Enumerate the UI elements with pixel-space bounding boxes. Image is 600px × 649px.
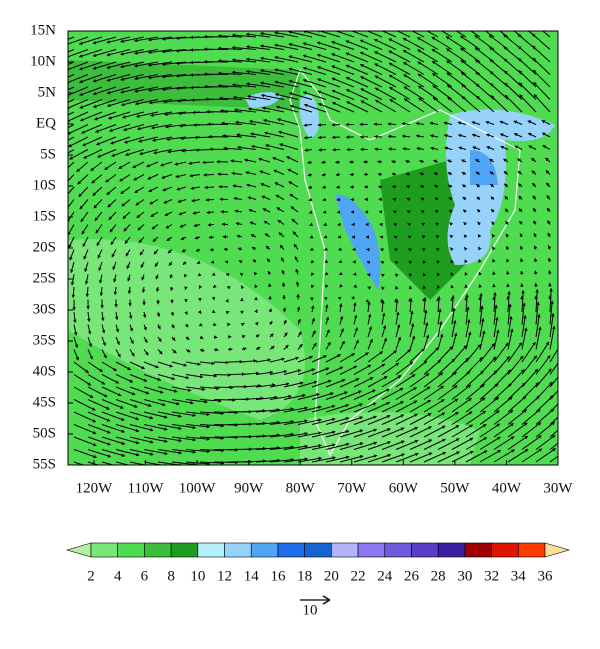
lat-label: 30S [33, 301, 56, 317]
wind-arrow-head [503, 22, 506, 25]
lon-label: 50W [440, 480, 470, 496]
wind-arrow-head [136, 465, 139, 469]
colorbar-box [518, 543, 545, 557]
lat-label: 45S [33, 394, 56, 410]
wind-arrow-head [63, 169, 66, 172]
wind-arrow-head [563, 382, 566, 385]
reference-label: 10 [303, 602, 318, 618]
lon-label: 30W [543, 480, 573, 496]
colorbar-label: 34 [511, 568, 527, 584]
colorbar-label: 14 [244, 568, 260, 584]
lat-label: 25S [33, 270, 56, 286]
wind-arrow-head [517, 22, 520, 25]
colorbar-box [118, 543, 145, 557]
colorbar-label: 8 [167, 568, 175, 584]
lon-label: 40W [492, 480, 522, 496]
lon-label: 60W [389, 480, 419, 496]
lat-label: 20S [33, 239, 56, 255]
lon-label: 70W [337, 480, 367, 496]
colorbar-label: 6 [141, 568, 149, 584]
wind-arrow-head [52, 43, 55, 46]
wind-arrow-head [65, 194, 68, 197]
wind-arrow-head [564, 395, 567, 398]
lat-label: EQ [36, 115, 56, 131]
colorbar-box [358, 543, 385, 557]
colorbar-box [385, 543, 412, 557]
colorbar-label: 2 [87, 568, 95, 584]
wind-arrow-head [108, 466, 111, 469]
wind-arrow-head [532, 21, 535, 24]
colorbar-box [198, 543, 225, 557]
lat-label: 5S [40, 146, 56, 162]
colorbar-box [144, 543, 171, 557]
wind-arrow-head [64, 182, 67, 185]
colorbar-box [278, 543, 305, 557]
wind-arrow-head [566, 448, 569, 451]
wind-arrow-head [431, 25, 434, 28]
field [68, 31, 558, 465]
wind-arrow-head [388, 26, 391, 29]
lat-label: 5N [38, 84, 57, 100]
colorbar-label: 26 [404, 568, 420, 584]
wind-arrow-head [122, 466, 125, 469]
colorbar-label: 30 [457, 568, 472, 584]
lon-label: 90W [234, 480, 264, 496]
lat-label: 10N [30, 53, 56, 69]
lat-label: 55S [33, 456, 56, 472]
colorbar-box [492, 543, 519, 557]
lon-label: 110W [128, 480, 165, 496]
colorbar-label: 18 [297, 568, 312, 584]
lon-label: 120W [76, 480, 114, 496]
wind-arrow-head [561, 355, 564, 358]
lat-label: 50S [33, 425, 56, 441]
wind-arrow-head [564, 408, 567, 411]
colorbar-box [171, 543, 198, 557]
lat-label: 15N [30, 22, 56, 38]
wind-arrow-head [489, 23, 492, 26]
lat-label: 35S [33, 332, 56, 348]
colorbar-label: 10 [190, 568, 205, 584]
colorbar-box [91, 543, 118, 557]
wind-arrow-head [460, 24, 463, 27]
wind-arrow-head [562, 368, 565, 371]
lat-label: 40S [33, 363, 56, 379]
wind-arrow-head [360, 27, 363, 30]
wind-arrow-head [565, 435, 568, 438]
wind-arrow-head [446, 24, 449, 27]
colorbar-label: 24 [377, 568, 393, 584]
wind-arrow-head [93, 467, 96, 470]
colorbar-box [438, 543, 465, 557]
colorbar-box [465, 543, 492, 557]
colorbar-box [225, 543, 252, 557]
colorbar-triangle [67, 543, 91, 557]
wind-arrow-head [53, 132, 56, 135]
wind-arrow-head [559, 342, 562, 345]
lon-label: 100W [179, 480, 217, 496]
wind-arrow-head [52, 107, 55, 110]
wind-arrow-head [474, 23, 477, 26]
lat-label: 10S [33, 177, 56, 193]
wind-arrow-head [417, 25, 420, 28]
colorbar-label: 22 [351, 568, 366, 584]
colorbar-box [305, 543, 332, 557]
lat-label: 15S [33, 208, 56, 224]
lon-label: 80W [286, 480, 316, 496]
colorbar-label: 28 [431, 568, 446, 584]
colorbar-label: 36 [538, 568, 554, 584]
colorbar-box [251, 543, 278, 557]
colorbar-box [331, 543, 358, 557]
colorbar-label: 32 [484, 568, 499, 584]
wind-arrow-head [565, 422, 568, 425]
wind-arrow-head [374, 27, 377, 30]
colorbar-label: 12 [217, 568, 232, 584]
colorbar-label: 20 [324, 568, 339, 584]
colorbar-triangle [545, 543, 569, 557]
colorbar-label: 4 [114, 568, 122, 584]
wind-arrow-head [403, 26, 406, 29]
colorbar-label: 16 [270, 568, 286, 584]
colorbar-box [411, 543, 438, 557]
